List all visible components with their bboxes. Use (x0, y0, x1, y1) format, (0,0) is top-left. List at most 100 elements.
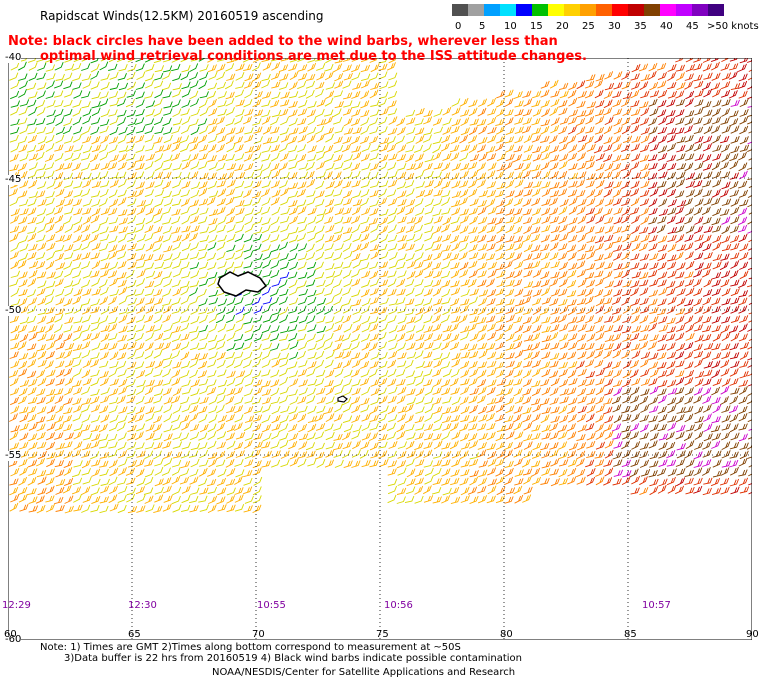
wind-barb (568, 97, 578, 107)
wind-barb (172, 504, 182, 513)
wind-barb (135, 297, 145, 306)
wind-barb (215, 314, 225, 324)
wind-barb (469, 332, 479, 342)
wind-barb (62, 216, 72, 225)
wind-barb (513, 207, 523, 216)
wind-barb (279, 82, 289, 90)
wind-barb (558, 180, 569, 189)
wind-barb (748, 185, 752, 189)
wind-barb (10, 118, 20, 126)
wind-barb (505, 431, 515, 440)
wind-barb (296, 188, 306, 198)
wind-barb (396, 369, 406, 377)
wind-barb (145, 413, 155, 422)
wind-barb (127, 63, 137, 72)
wind-barb (648, 135, 658, 145)
wind-barb (450, 333, 460, 342)
wind-barb (388, 260, 398, 269)
wind-barb (567, 413, 577, 423)
wind-barb (685, 180, 696, 189)
wind-barb (261, 180, 271, 189)
wind-barb (46, 333, 56, 341)
wind-barb (180, 341, 190, 351)
wind-barb (505, 314, 515, 323)
wind-barb (360, 136, 370, 145)
wind-barb (613, 279, 623, 288)
wind-barb (549, 298, 559, 307)
wind-barb (414, 215, 424, 225)
wind-barb (297, 253, 308, 261)
wind-barb (541, 407, 551, 415)
wind-barb (172, 89, 182, 98)
wind-barb (271, 109, 282, 118)
wind-barb (459, 261, 469, 271)
wind-barb (739, 136, 749, 145)
wind-barb (325, 431, 335, 441)
wind-barb (171, 466, 181, 476)
wind-barb (98, 279, 108, 289)
wind-barb (595, 468, 605, 477)
wind-barb (324, 144, 334, 154)
wind-barb (550, 225, 561, 234)
wind-barb (738, 323, 748, 333)
wind-barb (73, 90, 83, 99)
wind-barb (352, 324, 362, 333)
wind-barb (685, 90, 695, 100)
wind-barb (604, 324, 614, 333)
wind-barb (333, 305, 343, 315)
wind-barb (117, 369, 127, 378)
wind-barb (37, 359, 47, 368)
wind-barb (730, 332, 740, 342)
wind-barb (621, 440, 630, 450)
wind-barb (476, 144, 486, 153)
wind-barb (450, 125, 460, 134)
wind-barb (685, 287, 695, 297)
wind-barb (262, 136, 273, 145)
wind-barb (99, 468, 109, 477)
wind-barb (485, 253, 496, 261)
wind-barb (351, 414, 361, 423)
wind-barb (728, 63, 739, 71)
wind-barb (181, 154, 191, 162)
wind-barb (675, 206, 685, 215)
wind-barb (144, 262, 155, 270)
wind-barb (505, 208, 515, 216)
wind-barb (675, 485, 685, 495)
wind-barb (703, 369, 713, 377)
wind-barb (261, 145, 272, 153)
wind-barb (432, 279, 442, 288)
wind-barb (504, 379, 514, 387)
wind-barb (720, 486, 730, 495)
wind-barb (414, 477, 424, 486)
wind-barb (540, 125, 550, 135)
wind-barb (478, 98, 488, 107)
wind-barb (262, 125, 272, 135)
wind-barb (676, 136, 686, 144)
wind-barb (37, 315, 47, 324)
wind-barb (612, 197, 622, 206)
wind-barb (666, 280, 676, 289)
wind-barb (63, 99, 73, 108)
wind-barb (315, 108, 325, 118)
wind-barb (611, 423, 622, 432)
wind-barb (415, 387, 425, 397)
wind-barb (711, 416, 721, 424)
wind-barb (594, 89, 604, 99)
wind-barb (306, 432, 316, 441)
wind-barb (171, 495, 181, 505)
wind-barb (19, 243, 29, 252)
wind-barb (333, 433, 343, 441)
wind-barb (118, 343, 129, 351)
wind-barb (748, 157, 752, 161)
wind-barb (289, 396, 299, 405)
wind-barb (190, 98, 200, 107)
wind-barb (585, 161, 595, 170)
wind-barb (64, 359, 74, 368)
wind-barb (9, 315, 20, 324)
wind-barb (549, 107, 559, 116)
wind-barb (531, 280, 542, 288)
wind-barb (360, 333, 371, 342)
wind-barb (585, 325, 595, 333)
wind-barb (477, 361, 488, 369)
wind-barb (711, 279, 721, 287)
